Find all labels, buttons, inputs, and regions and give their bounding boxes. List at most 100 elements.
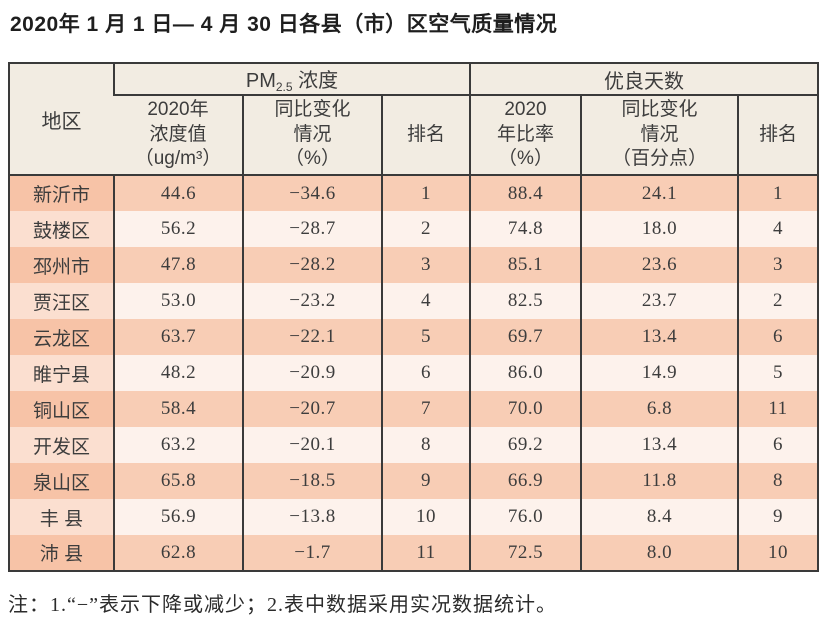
column-header-pm-rank: 排名 [381, 95, 470, 176]
good-change-cell: 13.4 [580, 427, 738, 463]
good-rank-cell: 10 [736, 535, 819, 571]
table-row: 泉山区 65.8 −18.5 9 66.9 11.8 8 [9, 463, 819, 499]
pm-value-cell: 65.8 [113, 463, 243, 499]
pm-rank-cell: 6 [381, 355, 470, 391]
pm-rank-cell: 9 [381, 463, 470, 499]
table-row: 邳州市 47.8 −28.2 3 85.1 23.6 3 [9, 247, 819, 283]
good-ratio-cell: 86.0 [469, 355, 581, 391]
good-ratio-cell: 82.5 [469, 283, 581, 319]
good-rank-cell: 6 [736, 427, 819, 463]
good-rank-cell: 11 [736, 391, 819, 427]
pm-change-cell: −28.7 [242, 211, 382, 247]
table-row: 云龙区 63.7 −22.1 5 69.7 13.4 6 [9, 319, 819, 355]
good-rank-cell: 1 [736, 175, 819, 211]
good-ratio-cell: 66.9 [469, 463, 581, 499]
pm-rank-cell: 10 [381, 499, 470, 535]
table-row: 新沂市 44.6 −34.6 1 88.4 24.1 1 [9, 175, 819, 211]
pm-rank-cell: 1 [381, 175, 470, 211]
good-change-cell: 8.4 [580, 499, 738, 535]
good-ratio-cell: 88.4 [469, 175, 581, 211]
region-cell: 沛 县 [9, 535, 114, 571]
sub-header-row: 2020年 浓度值 （ug/m³） 同比变化 情况 （%） 排名 2020 年比… [9, 95, 819, 176]
table-row: 鼓楼区 56.2 −28.7 2 74.8 18.0 4 [9, 211, 819, 247]
pm-value-cell: 58.4 [113, 391, 243, 427]
table-row: 铜山区 58.4 −20.7 7 70.0 6.8 11 [9, 391, 819, 427]
pm25-label-suffix: 浓度 [292, 70, 339, 92]
good-rank-cell: 2 [736, 283, 819, 319]
good-ratio-cell: 85.1 [469, 247, 581, 283]
good-ratio-cell: 72.5 [469, 535, 581, 571]
good-ratio-cell: 76.0 [469, 499, 581, 535]
good-rank-cell: 5 [736, 355, 819, 391]
table-row: 沛 县 62.8 −1.7 11 72.5 8.0 10 [9, 535, 819, 571]
pm-value-cell: 63.7 [113, 319, 243, 355]
column-group-good-days: 优良天数 [468, 63, 819, 96]
pm-change-cell: −18.5 [242, 463, 382, 499]
column-header-pm-value: 2020年 浓度值 （ug/m³） [114, 95, 243, 176]
pm-rank-cell: 4 [381, 283, 470, 319]
good-change-cell: 6.8 [580, 391, 738, 427]
table-row: 丰 县 56.9 −13.8 10 76.0 8.4 9 [9, 499, 819, 535]
pm-change-cell: −20.9 [242, 355, 382, 391]
region-cell: 泉山区 [9, 463, 114, 499]
region-cell: 铜山区 [9, 391, 114, 427]
good-change-cell: 24.1 [580, 175, 738, 211]
good-rank-cell: 6 [736, 319, 819, 355]
pm-change-cell: −34.6 [242, 175, 382, 211]
good-ratio-cell: 74.8 [469, 211, 581, 247]
region-cell: 睢宁县 [9, 355, 114, 391]
good-change-cell: 23.6 [580, 247, 738, 283]
pm-rank-cell: 7 [381, 391, 470, 427]
pm-value-cell: 47.8 [113, 247, 243, 283]
pm-change-cell: −22.1 [242, 319, 382, 355]
pm-change-cell: −1.7 [242, 535, 382, 571]
good-change-cell: 11.8 [580, 463, 738, 499]
region-cell: 丰 县 [9, 499, 114, 535]
good-change-cell: 8.0 [580, 535, 738, 571]
pm-change-cell: −13.8 [242, 499, 382, 535]
region-cell: 开发区 [9, 427, 114, 463]
pm-value-cell: 48.2 [113, 355, 243, 391]
region-cell: 鼓楼区 [9, 211, 114, 247]
pm-value-cell: 53.0 [113, 283, 243, 319]
good-change-cell: 14.9 [580, 355, 738, 391]
region-cell: 邳州市 [9, 247, 114, 283]
table-row: 贾汪区 53.0 −23.2 4 82.5 23.7 2 [9, 283, 819, 319]
column-header-pm-change: 同比变化 情况 （%） [242, 95, 382, 176]
good-change-cell: 18.0 [580, 211, 738, 247]
good-change-cell: 23.7 [580, 283, 738, 319]
region-cell: 云龙区 [9, 319, 114, 355]
pm-value-cell: 56.9 [113, 499, 243, 535]
pm-rank-cell: 5 [381, 319, 470, 355]
pm-value-cell: 63.2 [113, 427, 243, 463]
good-rank-cell: 8 [736, 463, 819, 499]
page-title: 2020年 1 月 1 日— 4 月 30 日各县（市）区空气质量情况 [10, 13, 558, 36]
good-rank-cell: 3 [736, 247, 819, 283]
group-header-row: 地区 PM2.5 浓度 优良天数 [9, 63, 819, 176]
footnote: 注：1.“−”表示下降或减少；2.表中数据采用实况数据统计。 [8, 594, 558, 616]
column-header-region: 地区 [9, 63, 114, 176]
region-cell: 新沂市 [9, 175, 114, 211]
pm-rank-cell: 2 [381, 211, 470, 247]
good-rank-cell: 4 [736, 211, 819, 247]
good-change-cell: 13.4 [580, 319, 738, 355]
pm-rank-cell: 8 [381, 427, 470, 463]
good-rank-cell: 9 [736, 499, 819, 535]
column-header-good-change: 同比变化 情况 （百分点） [580, 95, 738, 176]
column-header-good-rank: 排名 [736, 95, 819, 176]
region-cell: 贾汪区 [9, 283, 114, 319]
pm-value-cell: 62.8 [113, 535, 243, 571]
pm-value-cell: 56.2 [113, 211, 243, 247]
good-ratio-cell: 69.2 [469, 427, 581, 463]
column-group-pm25: PM2.5 浓度 [113, 63, 470, 96]
pm-value-cell: 44.6 [113, 175, 243, 211]
pm-change-cell: −28.2 [242, 247, 382, 283]
air-quality-table: 地区 PM2.5 浓度 优良天数 2020年 浓度值 （ug/m³） 同比变化 … [8, 62, 820, 572]
pm25-label-subscript: 2.5 [275, 80, 293, 94]
pm25-label-prefix: PM [245, 70, 276, 92]
pm-rank-cell: 11 [381, 535, 470, 571]
pm-rank-cell: 3 [381, 247, 470, 283]
table-row: 睢宁县 48.2 −20.9 6 86.0 14.9 5 [9, 355, 819, 391]
pm-change-cell: −23.2 [242, 283, 382, 319]
